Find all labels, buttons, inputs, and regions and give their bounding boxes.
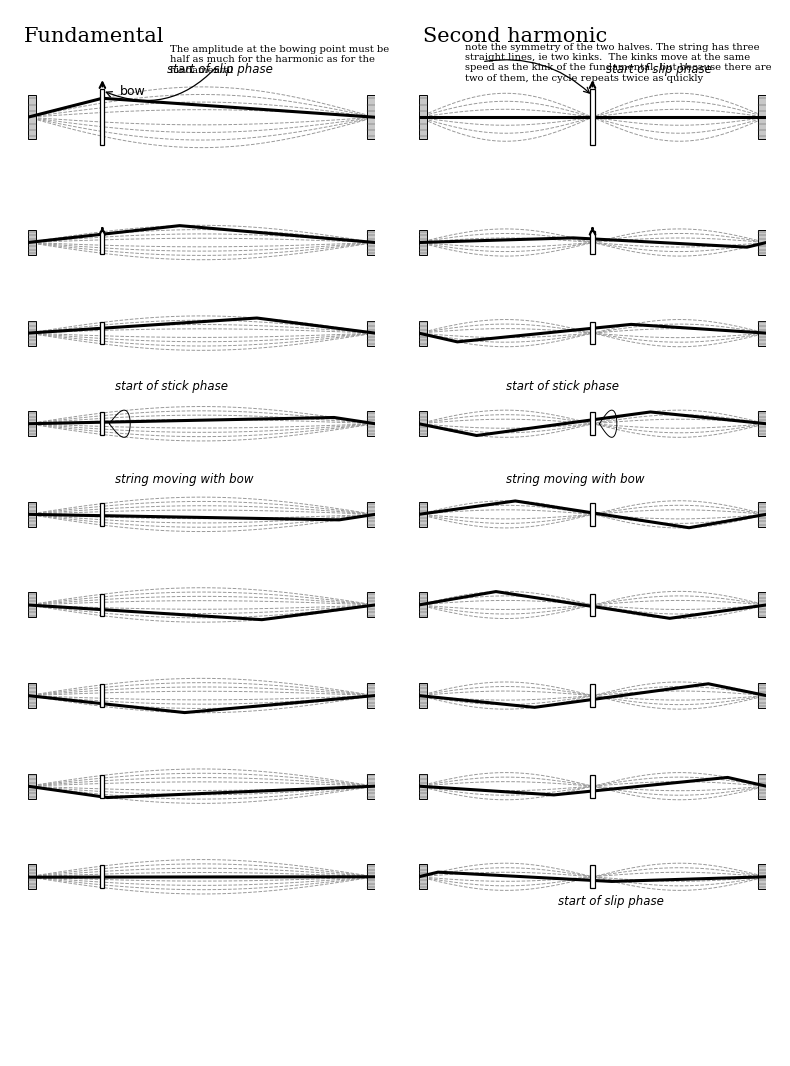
Bar	[758, 95, 766, 140]
Text: string moving with bow: string moving with bow	[115, 472, 253, 486]
Bar	[419, 95, 427, 140]
Bar	[758, 683, 766, 708]
Bar	[100, 866, 104, 888]
Text: note the symmetry of the two halves. The string has three
straight lines, ie two: note the symmetry of the two halves. The…	[465, 43, 771, 83]
Bar	[100, 90, 104, 145]
Bar	[28, 865, 36, 889]
Text: start of slip phase: start of slip phase	[167, 63, 273, 77]
Bar	[100, 775, 104, 797]
Bar	[28, 683, 36, 708]
Text: start of slip phase: start of slip phase	[607, 63, 713, 77]
Bar	[419, 865, 427, 889]
Bar	[590, 684, 595, 707]
Text: The amplitude at the bowing point must be
half as much for the harmonic as for t: The amplitude at the bowing point must b…	[170, 45, 389, 75]
Bar	[590, 775, 595, 797]
Bar	[28, 321, 36, 345]
Bar	[367, 865, 375, 889]
Bar	[758, 230, 766, 255]
Text: Fundamental: Fundamental	[24, 27, 164, 46]
Text: start of stick phase: start of stick phase	[506, 379, 619, 392]
Bar	[590, 90, 595, 145]
Text: Second harmonic: Second harmonic	[423, 27, 607, 46]
Bar	[419, 774, 427, 798]
Bar	[100, 231, 104, 254]
Bar	[758, 321, 766, 345]
Bar	[367, 411, 375, 436]
Bar	[419, 593, 427, 617]
Bar	[758, 593, 766, 617]
Bar	[28, 411, 36, 436]
Bar	[419, 230, 427, 255]
Bar	[367, 774, 375, 798]
Bar	[758, 502, 766, 527]
Bar	[590, 866, 595, 888]
Bar	[590, 413, 595, 435]
Bar	[590, 503, 595, 526]
Bar	[758, 865, 766, 889]
Bar	[28, 95, 36, 140]
Bar	[419, 411, 427, 436]
Bar	[100, 413, 104, 435]
Bar	[367, 321, 375, 345]
Text: bow: bow	[120, 85, 145, 98]
Bar	[28, 230, 36, 255]
Bar	[28, 774, 36, 798]
Text: string moving with bow: string moving with bow	[506, 472, 644, 486]
Bar	[419, 683, 427, 708]
Bar	[367, 95, 375, 140]
Bar	[758, 774, 766, 798]
Text: start of stick phase: start of stick phase	[115, 379, 228, 392]
Bar	[100, 322, 104, 344]
Bar	[367, 502, 375, 527]
Bar	[367, 593, 375, 617]
Bar	[28, 593, 36, 617]
Bar	[100, 594, 104, 616]
Bar	[419, 502, 427, 527]
Bar	[758, 411, 766, 436]
Bar	[590, 594, 595, 616]
Bar	[419, 321, 427, 345]
Bar	[590, 322, 595, 344]
Text: start of slip phase: start of slip phase	[558, 894, 664, 908]
Bar	[367, 683, 375, 708]
Bar	[367, 230, 375, 255]
Bar	[590, 231, 595, 254]
Bar	[100, 684, 104, 707]
Bar	[28, 502, 36, 527]
Bar	[100, 503, 104, 526]
